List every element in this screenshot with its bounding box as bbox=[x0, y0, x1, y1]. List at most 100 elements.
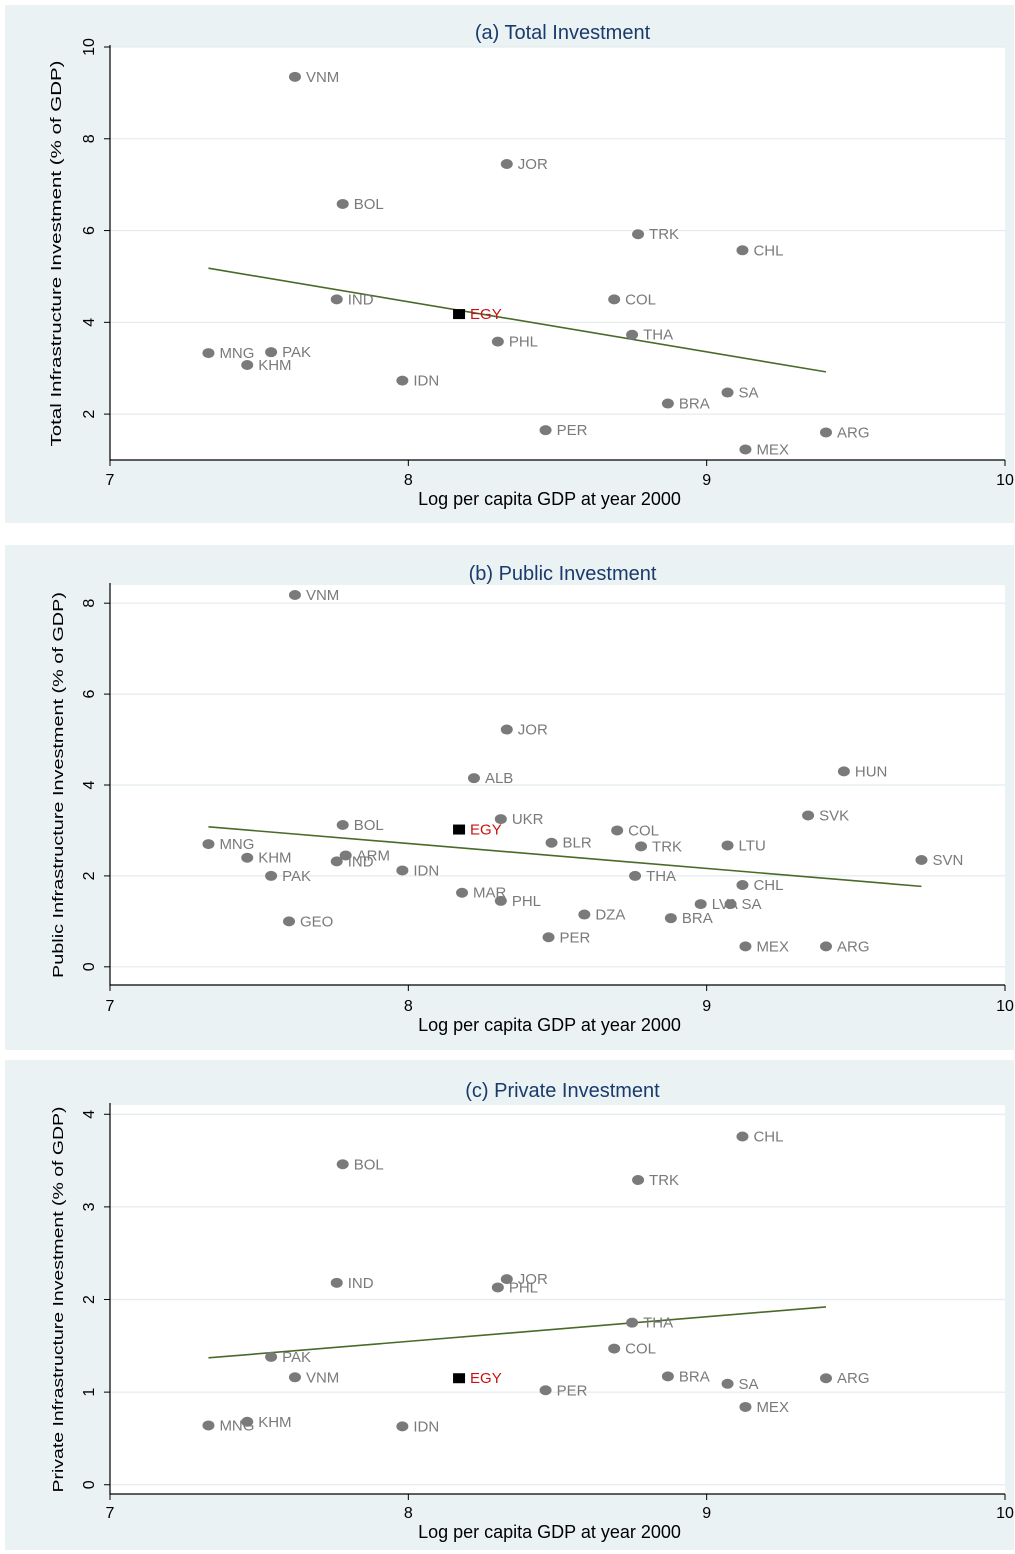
chart-3-ytick-label-0: 0 bbox=[81, 1480, 98, 1489]
chart-2-point-label-geo: GEO bbox=[300, 913, 333, 930]
chart-2-point-mex bbox=[739, 941, 752, 952]
chart-1-point-vnm bbox=[288, 71, 301, 82]
chart-1-point-per bbox=[539, 425, 552, 436]
chart-2-point-per bbox=[542, 932, 555, 943]
chart-2-xtick-label-8: 8 bbox=[404, 998, 413, 1015]
chart-3-ytick-label-3: 3 bbox=[81, 1202, 98, 1211]
chart-2-point-label-khm: KHM bbox=[258, 850, 291, 867]
chart-1-point-chl bbox=[736, 245, 749, 256]
chart-3-point-phl bbox=[491, 1282, 504, 1293]
chart-1-point-egy bbox=[453, 309, 466, 320]
chart-1-point-label-chl: CHL bbox=[753, 242, 783, 259]
chart-3-point-per bbox=[539, 1385, 552, 1396]
chart-3-point-khm bbox=[241, 1416, 254, 1427]
chart-2-point-bra bbox=[664, 913, 677, 924]
chart-3-xtick-label-9: 9 bbox=[702, 1505, 711, 1522]
chart-3-point-label-vnm: VNM bbox=[306, 1369, 339, 1386]
chart-2-point-label-hun: HUN bbox=[855, 763, 888, 780]
chart-3-xtick-label-8: 8 bbox=[404, 1505, 413, 1522]
chart-2-point-label-svk: SVK bbox=[819, 807, 849, 824]
chart-1-point-sa bbox=[721, 387, 734, 398]
chart-2-point-jor bbox=[500, 724, 513, 735]
chart-1-point-ind bbox=[330, 294, 343, 305]
chart-3-point-col bbox=[608, 1343, 621, 1354]
chart-3-point-label-arg: ARG bbox=[837, 1370, 870, 1387]
chart-2-point-tha bbox=[629, 870, 642, 881]
chart-1-point-khm bbox=[241, 360, 254, 371]
chart-2-point-label-arm: ARM bbox=[357, 847, 390, 864]
chart-3-point-label-mex: MEX bbox=[756, 1399, 789, 1416]
chart-2-point-svk bbox=[802, 810, 815, 821]
chart-2-point-label-egy: EGY bbox=[470, 822, 502, 839]
chart-1-xtick-label-9: 9 bbox=[702, 472, 711, 489]
chart-1-xtick-label-7: 7 bbox=[106, 472, 115, 489]
chart-1-point-bra bbox=[661, 398, 674, 409]
chart-1-xtick-label-8: 8 bbox=[404, 472, 413, 489]
chart-3-title: (c) Private Investment bbox=[465, 1080, 660, 1102]
chart-1-point-label-khm: KHM bbox=[258, 357, 291, 374]
chart-1-point-label-arg: ARG bbox=[837, 424, 870, 441]
chart-1-point-mng bbox=[202, 348, 215, 359]
chart-1-xtick-label-10: 10 bbox=[996, 472, 1014, 489]
chart-1-point-trk bbox=[632, 229, 645, 240]
chart-2-point-label-mex: MEX bbox=[756, 938, 789, 955]
chart-3-point-label-pak: PAK bbox=[282, 1349, 311, 1366]
chart-3-point-label-jor: JOR bbox=[518, 1271, 548, 1288]
chart-2-point-label-sa: SA bbox=[742, 896, 762, 913]
chart-3-point-bra bbox=[661, 1371, 674, 1382]
chart-3-point-label-col: COL bbox=[625, 1341, 656, 1358]
chart-2-point-label-ind: IND bbox=[348, 853, 374, 870]
chart-3-point-bol bbox=[336, 1159, 349, 1170]
chart-1-point-label-bra: BRA bbox=[679, 396, 710, 413]
chart-3-point-label-idn: IDN bbox=[413, 1418, 439, 1435]
chart-1-point-label-sa: SA bbox=[739, 385, 759, 402]
chart-1-point-bol bbox=[336, 198, 349, 209]
chart-2-point-label-jor: JOR bbox=[518, 722, 548, 739]
chart-1-ytick-label-10: 10 bbox=[81, 38, 98, 56]
chart-2-point-vnm bbox=[288, 590, 301, 600]
chart-2-point-dza bbox=[578, 909, 591, 920]
chart-2-point-label-col: COL bbox=[628, 822, 659, 839]
chart-1-point-col bbox=[608, 294, 621, 305]
chart-2-y-axis-label: Public Infrastructure Investment (% of G… bbox=[50, 592, 67, 978]
chart-3-point-jor bbox=[500, 1274, 513, 1285]
chart-1-point-label-vnm: VNM bbox=[306, 69, 339, 86]
chart-2-point-label-bol: BOL bbox=[354, 817, 384, 834]
chart-1-point-arg bbox=[820, 427, 832, 438]
chart-3-point-label-trk: TRK bbox=[649, 1172, 679, 1189]
chart-2-point-svn bbox=[915, 855, 928, 865]
chart-3-point-label-bra: BRA bbox=[679, 1368, 710, 1385]
chart-3-ytick-label-4: 4 bbox=[81, 1110, 98, 1119]
chart-panel-total-investment: (a) Total Investment 2 4 6 8 10 7 8 9 10 Log per c… bbox=[5, 5, 1014, 523]
chart-2-point-label-mng: MNG bbox=[219, 836, 254, 853]
chart-2-point-alb bbox=[467, 773, 480, 784]
chart-3-point-ind bbox=[330, 1277, 343, 1288]
chart-1-point-idn bbox=[396, 375, 409, 386]
chart-2-point-arg bbox=[820, 941, 832, 952]
chart-1-point-label-phl: PHL bbox=[509, 334, 538, 351]
chart-2-ytick-label-0: 0 bbox=[81, 962, 98, 971]
chart-3-point-label-sa: SA bbox=[739, 1376, 759, 1393]
chart-3-point-label-tha: THA bbox=[643, 1315, 673, 1332]
chart-2-point-lva bbox=[694, 899, 707, 910]
chart-1-ytick-label-2: 2 bbox=[81, 410, 98, 419]
chart-1-y-axis-label: Total Infrastructure Investment (% of GD… bbox=[48, 61, 65, 447]
chart-1-point-label-mng: MNG bbox=[219, 345, 254, 362]
chart-2-point-phl bbox=[494, 895, 507, 906]
chart-3-point-egy bbox=[453, 1373, 466, 1384]
chart-2-point-chl bbox=[736, 880, 749, 890]
chart-2-point-egy bbox=[453, 824, 466, 835]
chart-3-point-label-ind: IND bbox=[348, 1275, 374, 1292]
chart-1-point-label-pak: PAK bbox=[282, 344, 311, 361]
chart-3-point-label-per: PER bbox=[557, 1382, 588, 1399]
chart-2-ytick-label-6: 6 bbox=[81, 690, 98, 699]
chart-2-point-bol bbox=[336, 820, 349, 830]
chart-2-x-axis-label: Log per capita GDP at year 2000 bbox=[418, 1015, 681, 1035]
chart-2-point-label-svn: SVN bbox=[932, 852, 963, 869]
chart-2-point-label-chl: CHL bbox=[753, 877, 783, 894]
chart-2-point-idn bbox=[396, 865, 409, 876]
chart-1-point-label-ind: IND bbox=[348, 291, 374, 308]
chart-3-point-trk bbox=[632, 1175, 645, 1186]
chart-1-point-label-tha: THA bbox=[643, 327, 673, 344]
chart-2-point-trk bbox=[635, 841, 648, 852]
